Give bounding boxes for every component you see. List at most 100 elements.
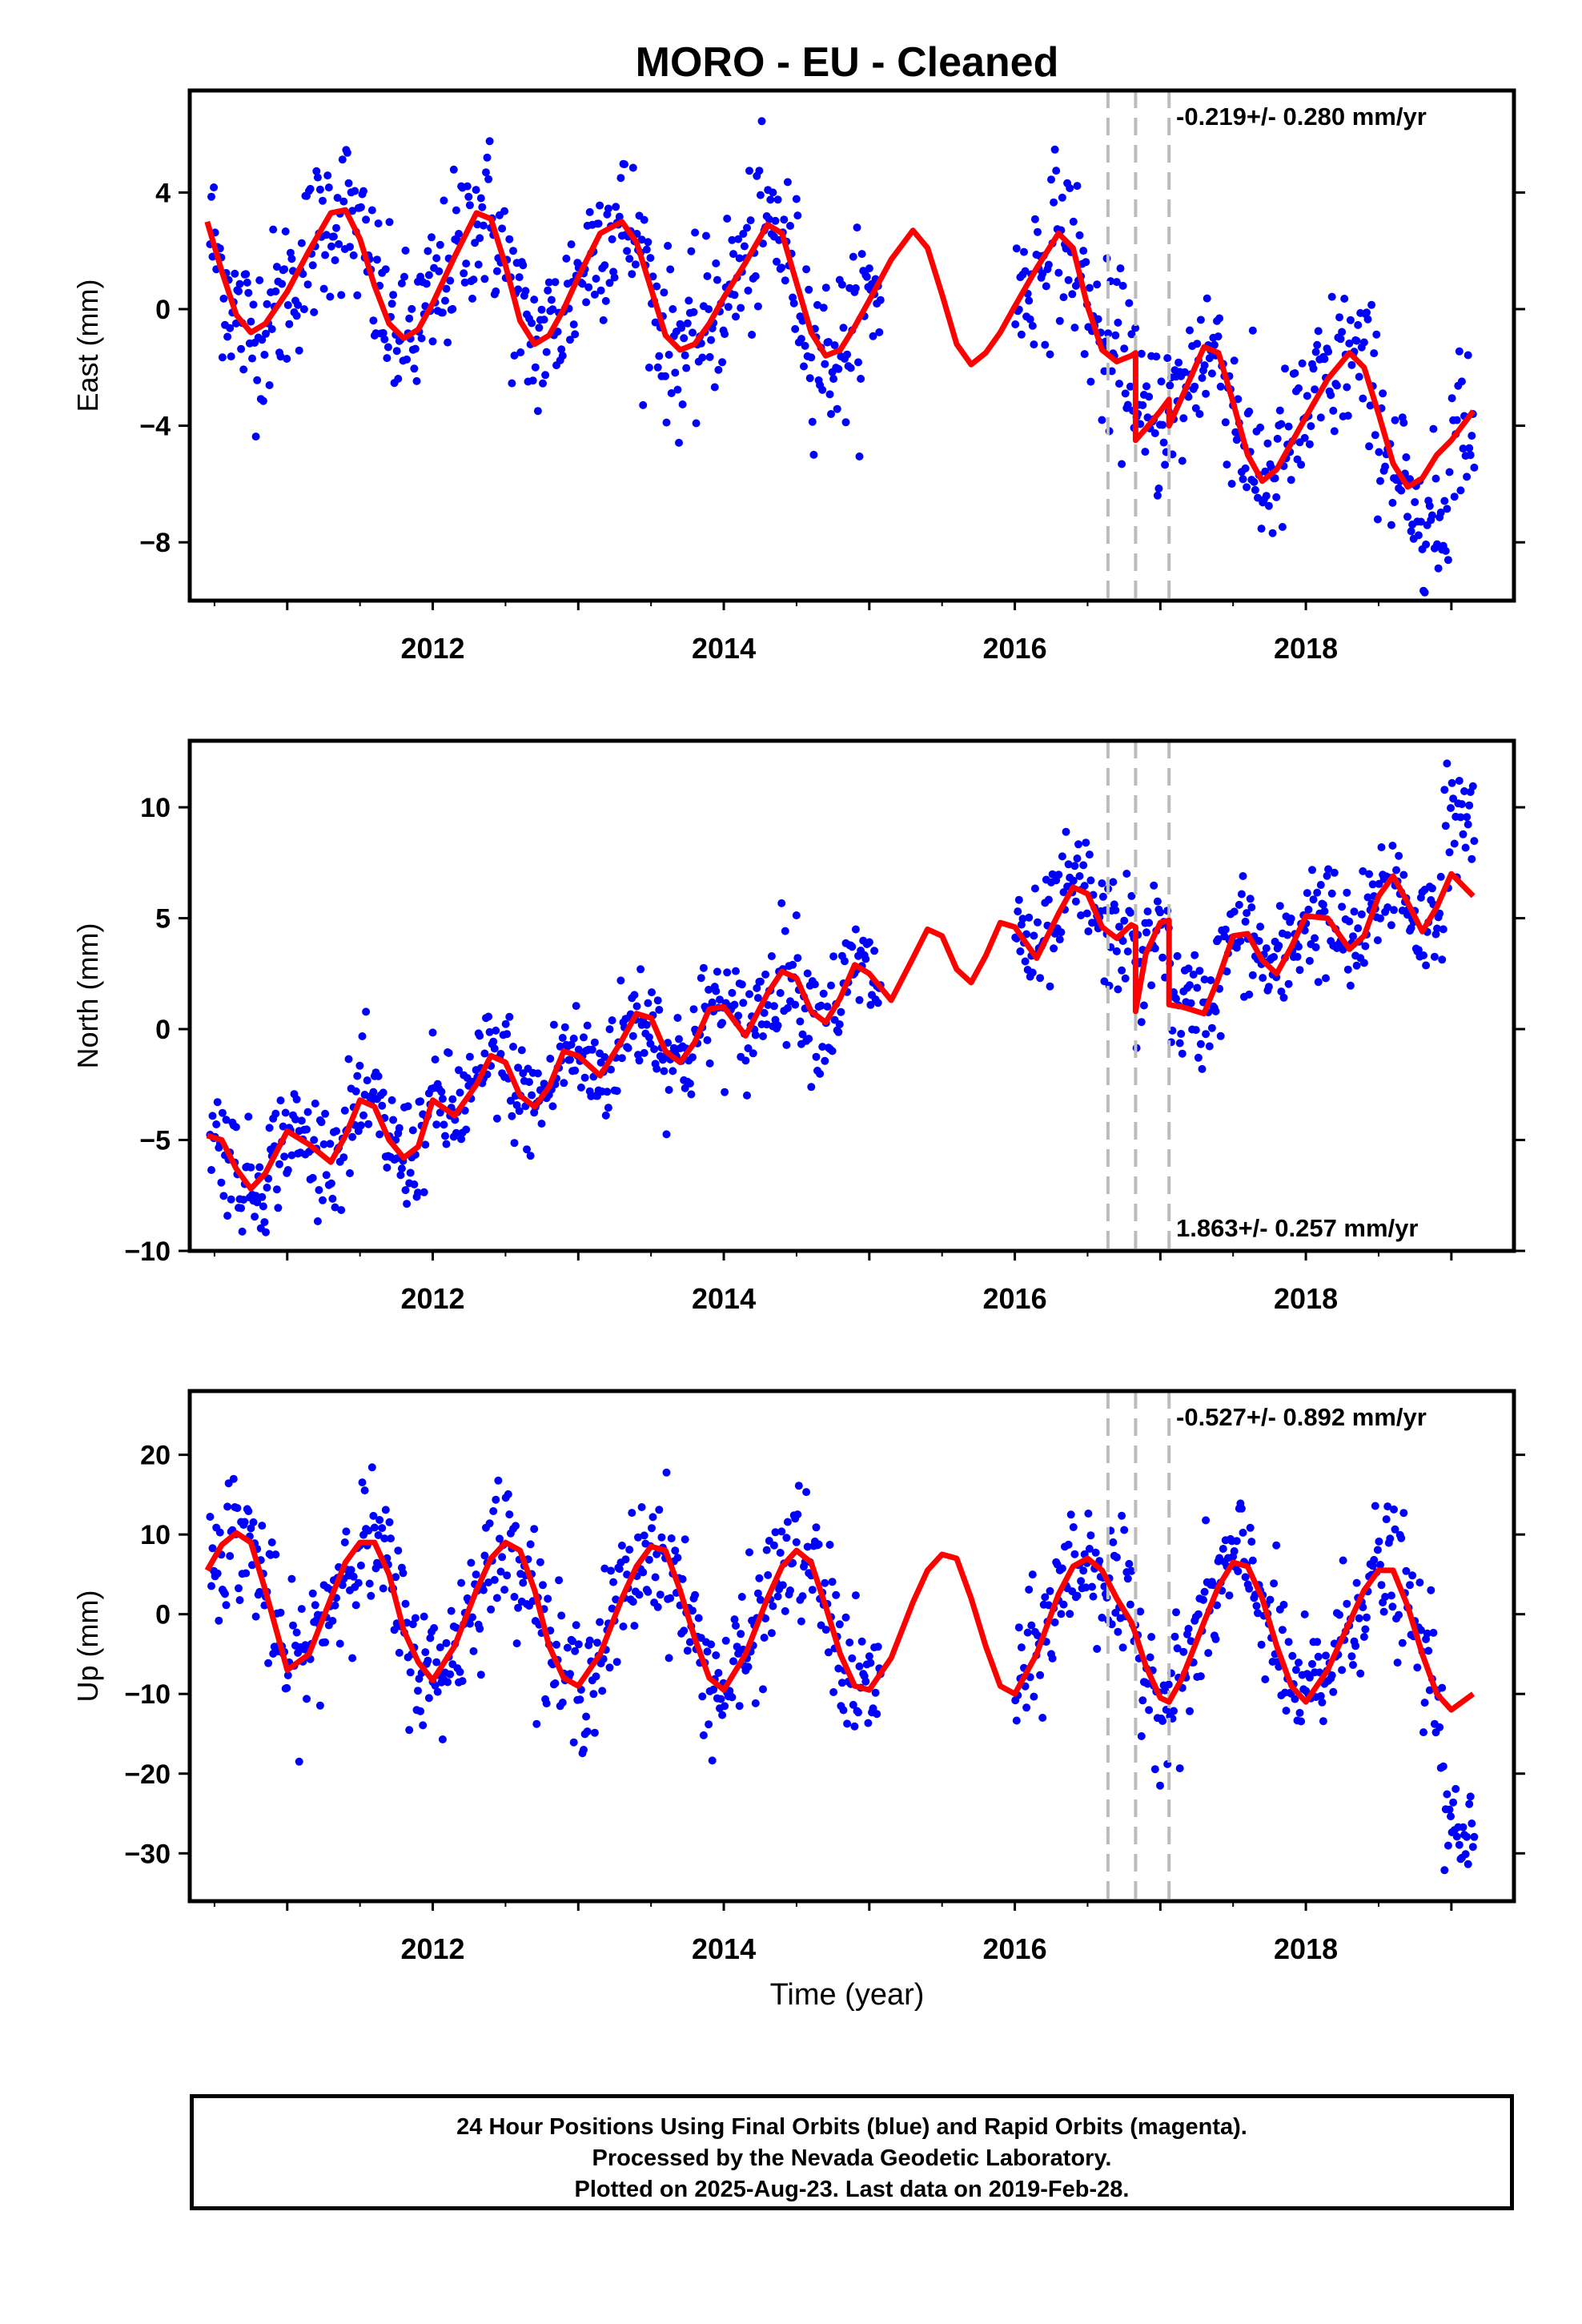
data-point xyxy=(375,1130,384,1139)
data-point xyxy=(548,1102,557,1111)
data-point xyxy=(458,1677,467,1686)
data-point xyxy=(740,242,749,251)
data-point xyxy=(743,1091,751,1100)
data-point xyxy=(1387,921,1395,930)
data-point xyxy=(380,335,389,344)
data-point xyxy=(1139,1001,1148,1010)
data-point xyxy=(1050,145,1059,154)
data-point xyxy=(1125,299,1134,308)
data-point xyxy=(771,1528,780,1537)
data-point xyxy=(1466,1792,1475,1801)
data-point xyxy=(1241,1573,1250,1582)
data-point xyxy=(833,404,841,413)
data-point xyxy=(262,329,270,338)
data-point xyxy=(761,1614,770,1622)
data-point xyxy=(1255,937,1263,945)
data-point xyxy=(455,1066,463,1075)
data-point xyxy=(285,320,294,328)
data-point xyxy=(841,418,850,427)
data-point xyxy=(1123,1574,1132,1583)
data-point xyxy=(479,221,488,230)
data-point xyxy=(1395,851,1403,860)
data-point xyxy=(1427,511,1436,520)
data-point xyxy=(808,1586,817,1594)
data-point xyxy=(1350,907,1359,916)
data-point xyxy=(1147,981,1156,990)
data-point xyxy=(639,400,648,409)
data-point xyxy=(1354,320,1363,329)
data-point xyxy=(1250,477,1259,486)
data-point xyxy=(1200,975,1209,984)
data-point xyxy=(1153,491,1162,500)
data-point xyxy=(1465,1799,1474,1808)
data-point xyxy=(619,1622,628,1630)
data-point xyxy=(737,304,745,312)
data-point xyxy=(315,1701,324,1710)
data-point xyxy=(732,967,740,975)
data-point xyxy=(730,1000,739,1009)
data-point xyxy=(773,1592,782,1601)
data-point xyxy=(1114,985,1122,994)
x-tick-label: 2016 xyxy=(983,632,1047,665)
data-point xyxy=(848,1654,857,1663)
data-point xyxy=(556,1042,564,1051)
data-point xyxy=(476,1671,485,1679)
data-point xyxy=(1107,1620,1116,1629)
data-point xyxy=(1021,957,1030,966)
y-tick-label: −20 xyxy=(124,1759,171,1790)
data-point xyxy=(685,1638,694,1647)
data-point xyxy=(1419,1728,1427,1737)
data-point xyxy=(846,364,855,372)
data-point xyxy=(263,1184,271,1192)
data-point xyxy=(1311,934,1319,943)
data-point xyxy=(683,319,692,328)
data-point xyxy=(1413,1663,1422,1672)
data-point xyxy=(367,1591,375,1600)
data-point xyxy=(848,943,857,951)
data-point xyxy=(367,206,376,215)
data-point xyxy=(783,178,792,187)
data-point xyxy=(1279,993,1288,1002)
data-point xyxy=(1241,917,1250,926)
data-point xyxy=(1142,382,1150,391)
data-point xyxy=(655,1506,664,1514)
data-point xyxy=(1425,1686,1434,1695)
x-tick-label: 2014 xyxy=(692,1282,756,1315)
data-point xyxy=(1239,872,1247,880)
data-point xyxy=(1082,1583,1090,1592)
data-point xyxy=(432,254,441,263)
data-point xyxy=(1257,525,1266,533)
data-point xyxy=(1468,432,1476,440)
data-point xyxy=(1044,895,1053,904)
data-point xyxy=(1194,1610,1203,1618)
data-point xyxy=(424,1656,432,1665)
y-tick-label: 4 xyxy=(155,178,171,208)
data-point xyxy=(223,1502,232,1511)
data-point xyxy=(516,348,525,356)
data-point xyxy=(1338,903,1347,911)
data-point xyxy=(437,1088,446,1096)
data-point xyxy=(683,1647,692,1655)
data-point xyxy=(1127,330,1136,339)
data-point xyxy=(827,981,835,990)
data-point xyxy=(1243,483,1251,492)
data-point xyxy=(442,284,451,293)
data-point xyxy=(1196,1672,1205,1681)
data-point xyxy=(1054,870,1063,879)
data-point xyxy=(484,1578,493,1586)
data-point xyxy=(567,240,576,249)
footer-line-1: 24 Hour Positions Using Final Orbits (bl… xyxy=(456,2114,1247,2140)
data-point xyxy=(1191,382,1199,391)
data-point xyxy=(1070,862,1079,870)
data-point xyxy=(1327,292,1336,301)
data-point xyxy=(733,1642,741,1651)
data-point xyxy=(431,1055,440,1063)
data-point xyxy=(746,216,755,225)
data-point xyxy=(601,1111,610,1120)
data-point xyxy=(379,1584,387,1593)
data-point xyxy=(498,1553,507,1562)
data-point xyxy=(1245,990,1254,999)
data-point xyxy=(1137,1732,1146,1740)
data-point xyxy=(1381,462,1390,471)
data-point xyxy=(436,1108,444,1117)
